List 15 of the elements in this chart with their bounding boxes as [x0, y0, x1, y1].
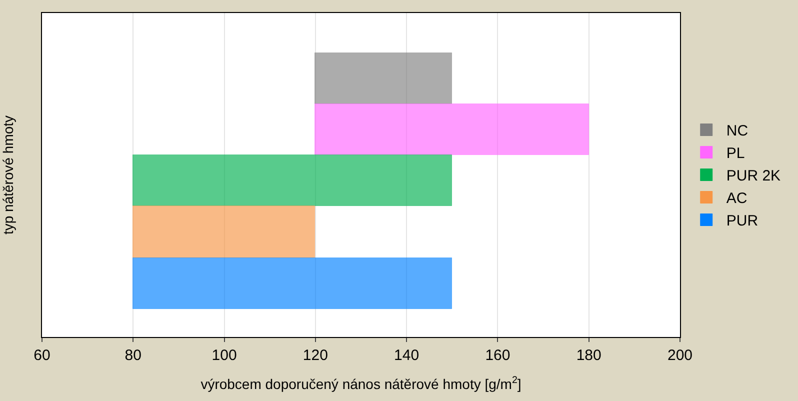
x-tick-label: 100 — [212, 347, 237, 364]
y-axis-title: typ nátěrové hmoty — [0, 115, 16, 235]
legend-label: PUR — [726, 212, 758, 230]
legend-label: PUR 2K — [726, 168, 781, 185]
x-tick-label: 140 — [394, 347, 420, 364]
x-tick-label: 200 — [667, 347, 693, 364]
x-tick-label: 80 — [124, 347, 142, 364]
x-axis-title: výrobcem doporučený nános nátěrové hmoty [g/m$^{2}$] — [200, 375, 522, 392]
legend-label: PL — [726, 145, 745, 162]
x-tick-label: 60 — [34, 347, 50, 364]
x-tick-label: 120 — [302, 347, 328, 364]
legend-label: NC — [726, 122, 748, 140]
legend-label: AC — [726, 190, 748, 208]
x-tick-label: 180 — [576, 347, 602, 364]
x-tick-label: 160 — [485, 347, 510, 364]
